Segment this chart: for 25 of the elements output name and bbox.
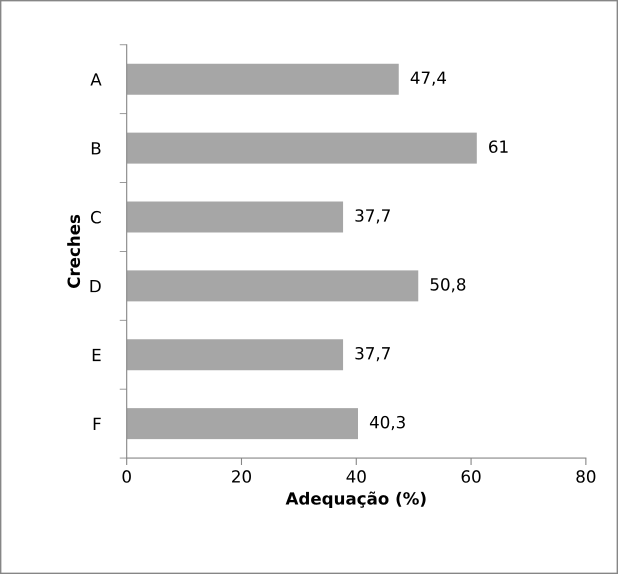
x-tick-label: 20 [232,470,251,483]
data-label: 37,7 [355,346,390,362]
x-tick-label: 0 [122,470,131,483]
x-axis-title: Adequação (%) [286,492,426,508]
bar [126,64,399,95]
y-tick-label: E [92,348,101,362]
bar [126,201,344,232]
data-label: 37,7 [355,209,390,224]
y-tick-label: C [90,210,101,224]
bar [126,132,477,164]
y-tick-label: A [90,73,102,86]
y-tick-label: B [92,142,101,154]
data-label: 40,3 [370,416,405,430]
bar [126,270,418,302]
x-tick-label: 80 [576,470,596,483]
y-tick-label: D [90,280,101,292]
data-label: 50,8 [430,278,466,292]
y-axis-title: Creches [67,214,80,288]
y-tick-label: F [94,418,101,430]
bar [126,339,344,370]
bar [126,408,358,440]
x-tick-label: 40 [346,470,366,483]
x-tick-label: 60 [462,470,481,483]
data-label: 47,4 [410,72,446,86]
data-label: 61 [489,140,508,153]
